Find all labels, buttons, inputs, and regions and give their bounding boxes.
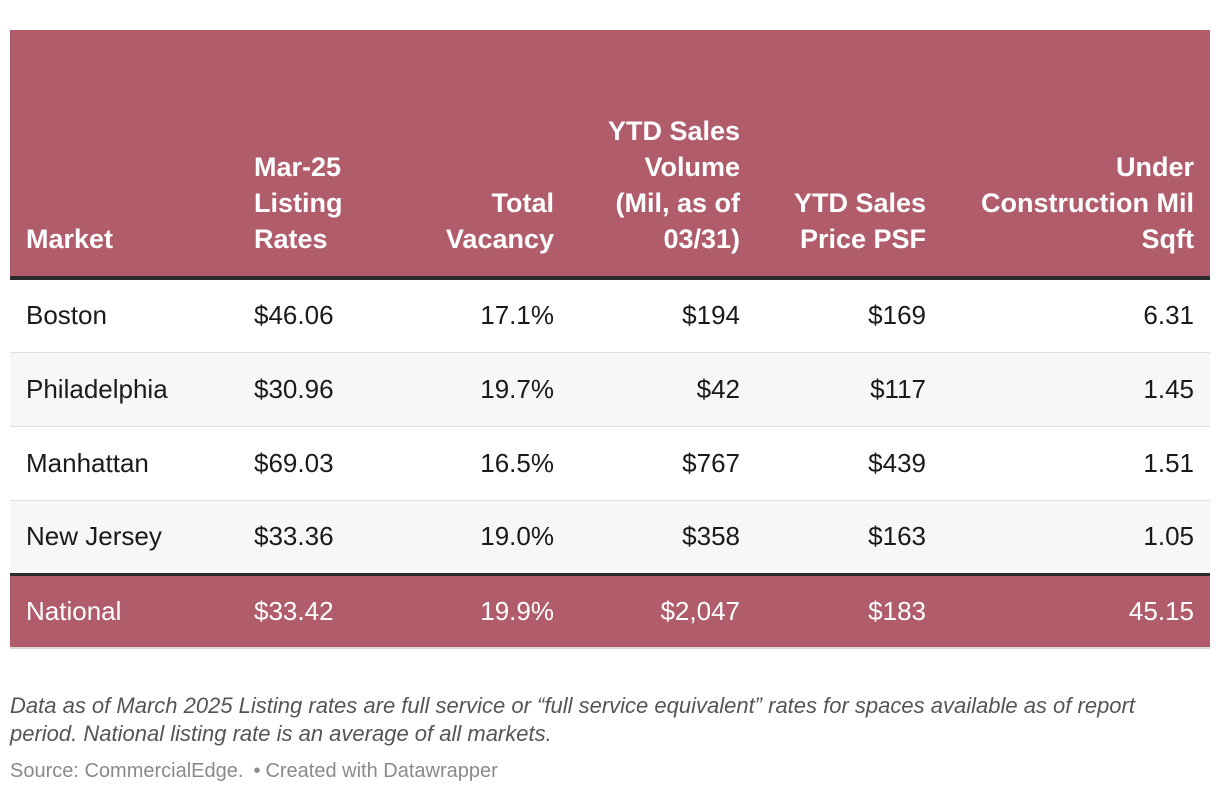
cell-sales-price-psf: $439 (756, 426, 942, 501)
cell-sales-volume: $767 (570, 426, 756, 501)
cell-sales-volume: $194 (570, 278, 756, 353)
cell-vacancy: 17.1% (360, 278, 570, 353)
cell-market: New Jersey (10, 500, 238, 576)
cell-listing-rate: $30.96 (238, 352, 360, 427)
market-table: Market Mar-25 Listing Rates Total Vacanc… (10, 30, 1210, 649)
cell-under-construction: 1.05 (942, 500, 1210, 576)
source-label: Source: CommercialEdge. (10, 760, 244, 782)
column-header-market[interactable]: Market (10, 30, 238, 280)
cell-market: Manhattan (10, 426, 238, 501)
cell-listing-rate: $33.42 (238, 574, 360, 649)
cell-sales-price-psf: $183 (756, 574, 942, 649)
column-header-ytd-sales-price-psf[interactable]: YTD Sales Price PSF (756, 30, 942, 280)
cell-sales-volume: $42 (570, 352, 756, 427)
cell-sales-volume: $358 (570, 500, 756, 576)
cell-market: National (10, 574, 238, 649)
cell-listing-rate: $33.36 (238, 500, 360, 576)
source-line: Source: CommercialEdge. • Created with Dat… (10, 760, 498, 783)
column-header-listing-rates[interactable]: Mar-25 Listing Rates (238, 30, 360, 280)
cell-market: Philadelphia (10, 352, 238, 427)
cell-vacancy: 19.7% (360, 352, 570, 427)
cell-vacancy: 19.9% (360, 574, 570, 649)
cell-listing-rate: $69.03 (238, 426, 360, 501)
cell-under-construction: 1.51 (942, 426, 1210, 501)
cell-sales-price-psf: $117 (756, 352, 942, 427)
table-body: Boston $46.06 17.1% $194 $169 6.31 Phila… (10, 278, 1210, 649)
data-table-container: Market Mar-25 Listing Rates Total Vacanc… (10, 30, 1210, 649)
column-header-under-construction[interactable]: Under Construction Mil Sqft (942, 30, 1210, 280)
table-row: New Jersey $33.36 19.0% $358 $163 1.05 (10, 500, 1210, 576)
table-row: Boston $46.06 17.1% $194 $169 6.31 (10, 278, 1210, 353)
column-header-total-vacancy[interactable]: Total Vacancy (360, 30, 570, 280)
table-row: Manhattan $69.03 16.5% $767 $439 1.51 (10, 426, 1210, 501)
cell-listing-rate: $46.06 (238, 278, 360, 353)
header-row: Market Mar-25 Listing Rates Total Vacanc… (10, 30, 1210, 280)
datawrapper-credit-link[interactable]: Created with Datawrapper (265, 760, 498, 782)
cell-under-construction: 1.45 (942, 352, 1210, 427)
cell-market: Boston (10, 278, 238, 353)
cell-sales-volume: $2,047 (570, 574, 756, 649)
cell-under-construction: 45.15 (942, 574, 1210, 649)
column-header-ytd-sales-volume[interactable]: YTD Sales Volume (Mil, as of 03/31) (570, 30, 756, 280)
footnote: Data as of March 2025 Listing rates are … (10, 693, 1135, 746)
source-separator: • (253, 760, 261, 782)
cell-under-construction: 6.31 (942, 278, 1210, 353)
national-total-row: National $33.42 19.9% $2,047 $183 45.15 (10, 574, 1210, 649)
table-row: Philadelphia $30.96 19.7% $42 $117 1.45 (10, 352, 1210, 427)
cell-vacancy: 19.0% (360, 500, 570, 576)
cell-sales-price-psf: $163 (756, 500, 942, 576)
cell-sales-price-psf: $169 (756, 278, 942, 353)
cell-vacancy: 16.5% (360, 426, 570, 501)
table-header: Market Mar-25 Listing Rates Total Vacanc… (10, 30, 1210, 280)
